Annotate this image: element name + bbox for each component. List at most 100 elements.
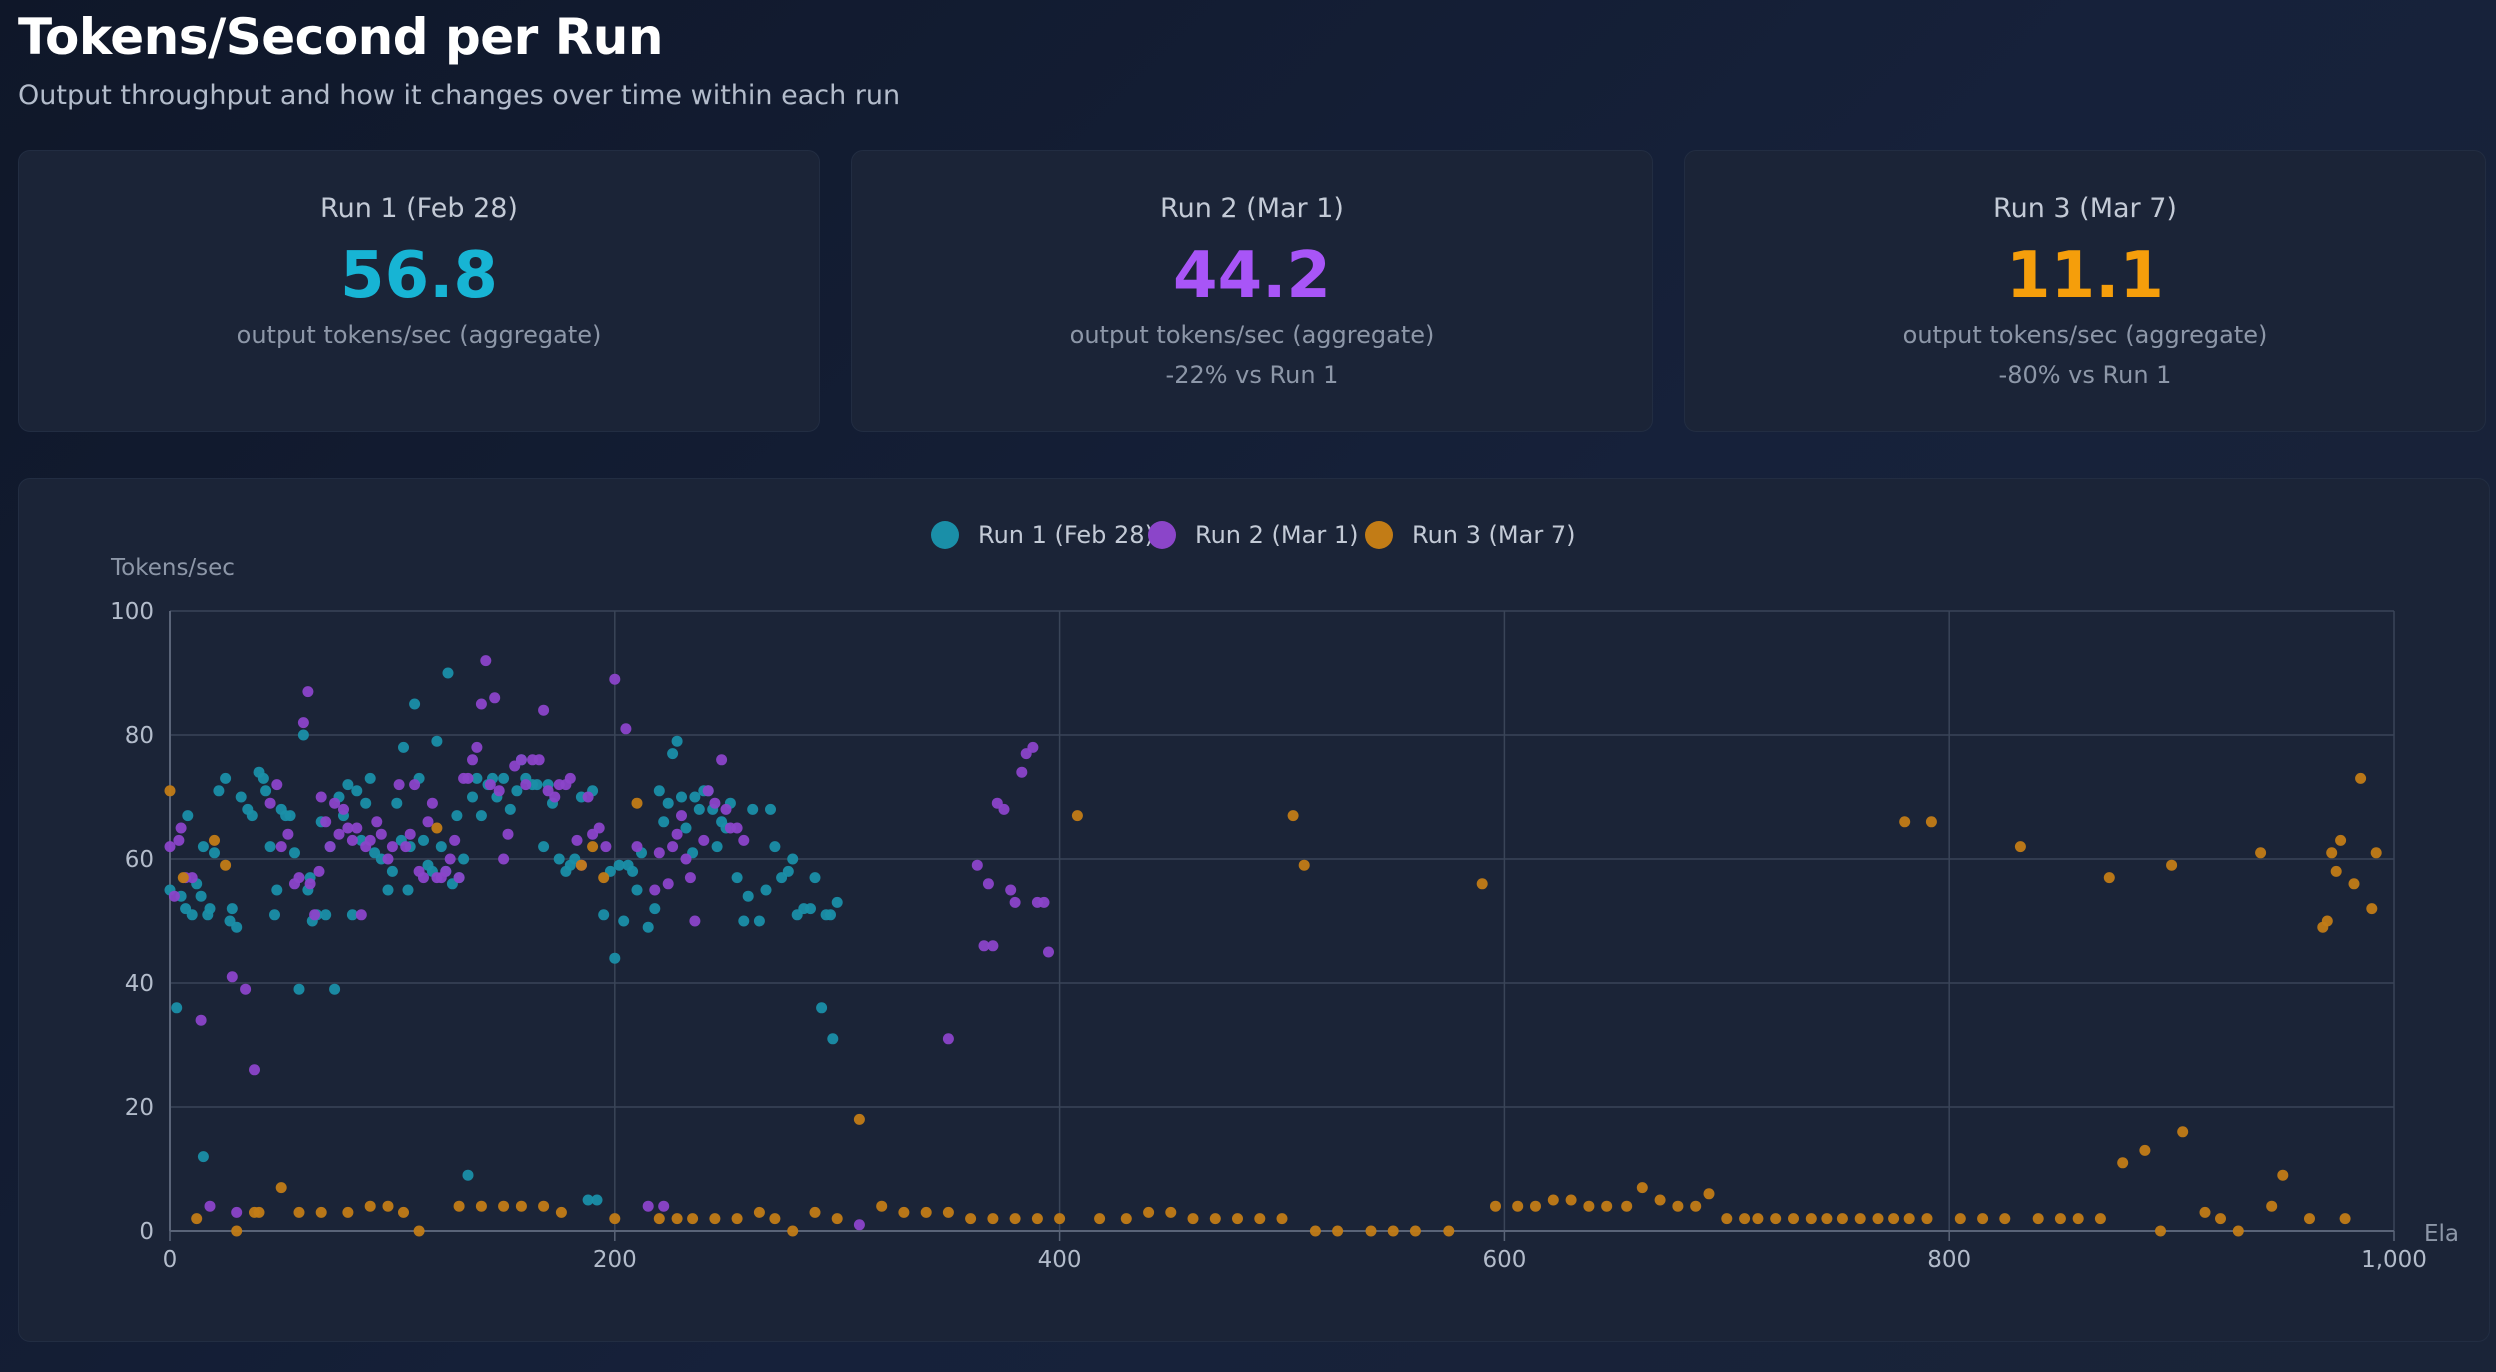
data-point (462, 1169, 474, 1181)
data-point (231, 921, 243, 933)
data-point (1721, 1213, 1733, 1225)
data-point (375, 828, 387, 840)
data-point (747, 803, 759, 815)
data-point (498, 853, 510, 865)
data-point (1232, 1213, 1243, 1225)
data-point (1547, 1194, 1559, 1206)
data-point (1621, 1200, 1633, 1212)
data-point (2166, 859, 2178, 871)
data-point (582, 791, 594, 803)
data-point (320, 909, 332, 921)
data-point (702, 785, 714, 797)
card-delta: -22% vs Run 1 (1165, 361, 1339, 389)
data-point (853, 1113, 865, 1125)
data-point (1254, 1213, 1266, 1225)
data-point (600, 841, 612, 853)
data-point (689, 791, 701, 803)
data-point (1925, 816, 1937, 828)
data-point (226, 903, 238, 915)
data-point (360, 797, 372, 809)
data-point (1027, 741, 1039, 753)
data-point (320, 816, 332, 828)
data-point (1565, 1194, 1577, 1206)
data-point (587, 841, 599, 853)
data-point (1821, 1213, 1833, 1225)
data-point (971, 859, 983, 871)
data-point (689, 915, 701, 927)
y-tick-label: 40 (125, 971, 154, 997)
card-value: 56.8 (340, 239, 498, 313)
data-point (687, 1213, 699, 1225)
data-point (1977, 1213, 1989, 1225)
data-point (982, 878, 994, 890)
data-point (302, 686, 314, 698)
data-point (731, 822, 743, 834)
x-tick-label: 200 (593, 1247, 637, 1273)
data-point (297, 729, 309, 741)
data-point (171, 1002, 183, 1014)
data-point (173, 834, 185, 846)
data-point (667, 748, 679, 760)
data-point (711, 841, 723, 853)
data-point (404, 828, 416, 840)
x-tick-label: 800 (1927, 1247, 1971, 1273)
data-point (235, 791, 247, 803)
data-point (1038, 896, 1050, 908)
data-point (351, 822, 363, 834)
legend-label: Run 2 (Mar 1) (1195, 521, 1358, 549)
data-point (333, 828, 345, 840)
data-point (680, 853, 692, 865)
legend-label: Run 1 (Feb 28) (978, 521, 1154, 549)
data-point (653, 785, 665, 797)
y-tick-label: 80 (125, 723, 154, 749)
data-point (620, 723, 632, 735)
data-point (168, 890, 180, 902)
data-point (364, 834, 376, 846)
data-point (240, 983, 252, 995)
data-point (1899, 816, 1911, 828)
data-point (2032, 1213, 2044, 1225)
data-point (1094, 1213, 1106, 1225)
data-point (1752, 1213, 1764, 1225)
data-point (698, 834, 710, 846)
card-value: 11.1 (2006, 239, 2164, 313)
data-point (2355, 772, 2367, 784)
data-point (346, 834, 358, 846)
data-point (680, 822, 692, 834)
data-point (1009, 1213, 1021, 1225)
data-point (2232, 1225, 2244, 1237)
data-point (1409, 1225, 1421, 1237)
data-point (386, 841, 398, 853)
data-point (1954, 1213, 1966, 1225)
data-point (631, 884, 643, 896)
data-point (753, 915, 765, 927)
data-point (671, 1213, 683, 1225)
data-point (422, 816, 434, 828)
data-point (631, 841, 643, 853)
data-point (2348, 878, 2360, 890)
x-axis-title: Ela (2424, 1221, 2459, 1247)
data-point (978, 940, 990, 952)
data-point (671, 735, 683, 747)
data-point (575, 859, 587, 871)
data-point (2054, 1213, 2066, 1225)
data-point (1703, 1188, 1715, 1200)
card-unit: output tokens/sec (aggregate) (236, 321, 602, 349)
data-point (371, 816, 383, 828)
data-point (676, 810, 687, 822)
x-tick-label: 0 (163, 1247, 178, 1273)
data-point (564, 772, 576, 784)
data-point (329, 983, 341, 995)
data-point (471, 741, 483, 753)
data-point (275, 841, 287, 853)
data-point (204, 903, 216, 915)
card-delta: -80% vs Run 1 (1998, 361, 2172, 389)
data-point (1054, 1213, 1066, 1225)
data-point (642, 921, 654, 933)
data-point (275, 1182, 287, 1194)
data-point (231, 1206, 243, 1218)
data-point (315, 791, 327, 803)
page-subtitle: Output throughput and how it changes ove… (18, 80, 901, 111)
data-point (297, 717, 309, 729)
data-point (2155, 1225, 2166, 1237)
